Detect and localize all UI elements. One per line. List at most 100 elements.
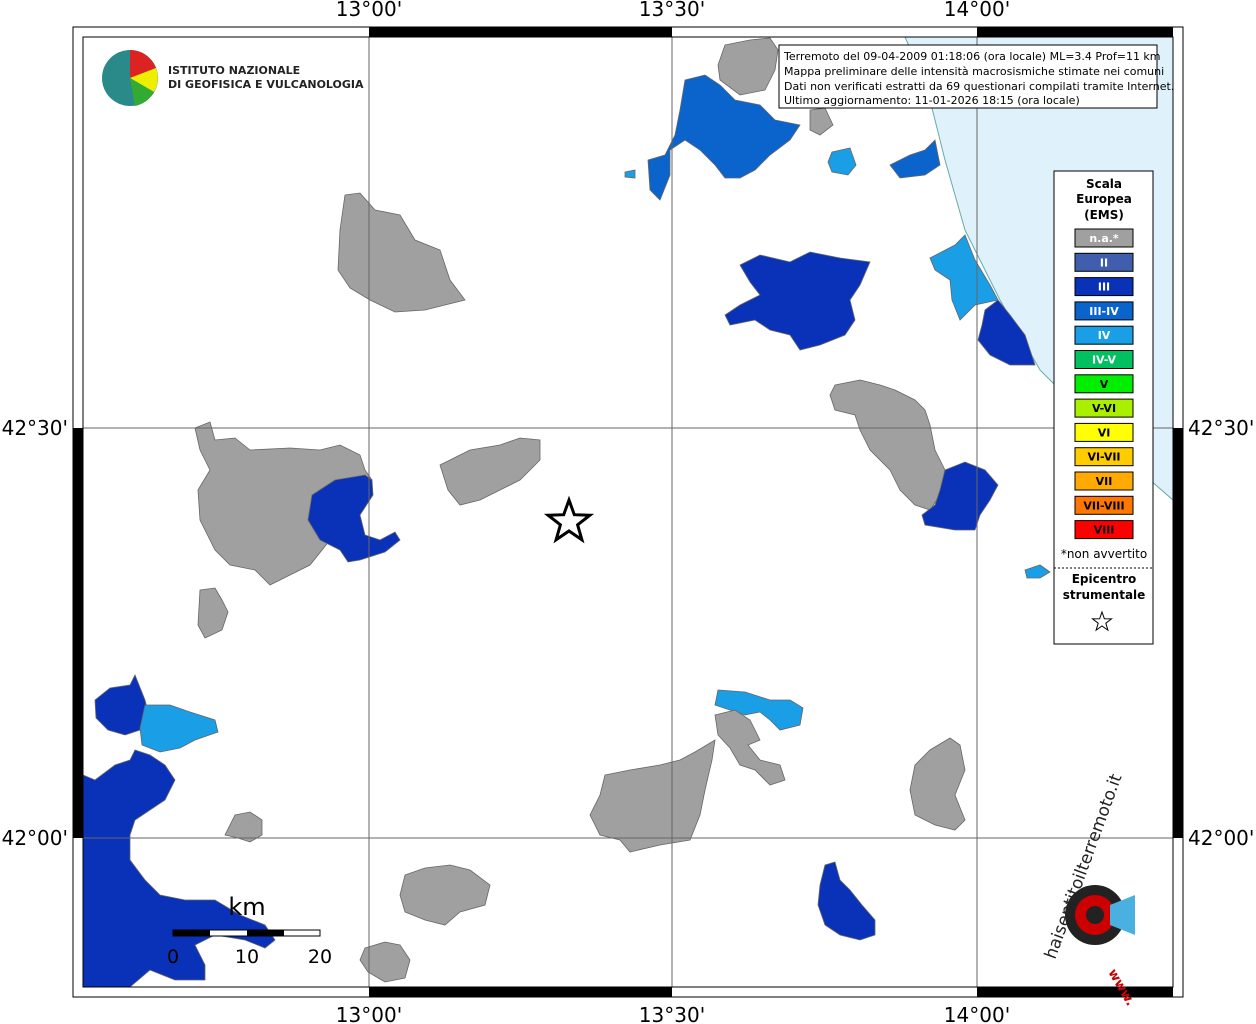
frame-bar (977, 987, 1173, 997)
municipality (724, 251, 871, 351)
lon-label: 14°00' (944, 1003, 1010, 1024)
legend-swatch (1074, 520, 1134, 540)
legend-title: Scala (1086, 177, 1122, 191)
frame-bar (977, 27, 1173, 37)
legend-title: Europea (1076, 192, 1132, 206)
legend-swatch (1074, 277, 1134, 297)
legend-swatch (1074, 350, 1134, 369)
lat-label: 42°30' (1188, 416, 1254, 440)
legend-swatch (1074, 374, 1134, 394)
logo-shape (1110, 895, 1135, 935)
legend-title: (EMS) (1084, 208, 1124, 222)
legend-label: V-VI (1092, 402, 1116, 415)
municipality (889, 139, 941, 179)
legend-label: III-IV (1089, 305, 1119, 318)
scale-segment (247, 930, 284, 936)
scale-label: 0 (167, 946, 179, 968)
legend-swatch (1074, 422, 1134, 442)
frame-bar (1173, 428, 1183, 838)
lon-label: 14°00' (944, 0, 1010, 21)
lon-label: 13°30' (639, 0, 705, 21)
municipality (624, 169, 636, 179)
legend-swatch (1074, 325, 1134, 345)
legend-swatch (1074, 398, 1134, 418)
scale-label: 20 (308, 946, 332, 968)
info-box: Terremoto del 09-04-2009 01:18:06 (ora l… (778, 44, 1174, 109)
scale-segment (173, 930, 210, 936)
lat-label: 42°00' (2, 826, 68, 850)
lon-label: 13°00' (336, 0, 402, 21)
municipality (139, 704, 219, 753)
frame-bar (369, 987, 672, 997)
legend-swatch (1074, 252, 1134, 272)
lon-label: 13°30' (639, 1003, 705, 1024)
logo-text: DI GEOFISICA E VULCANOLOGIA (168, 78, 364, 91)
municipality (717, 37, 779, 96)
legend-label: VIII (1094, 524, 1115, 537)
legend-swatch (1074, 495, 1134, 515)
scale-bar: km 0 10 20 (167, 893, 332, 968)
legend-label: IV (1098, 329, 1111, 342)
legend-swatch (1074, 301, 1134, 321)
ingv-logo: ISTITUTO NAZIONALE DI GEOFISICA E VULCAN… (102, 50, 364, 106)
municipality (929, 234, 999, 321)
legend-label: II (1100, 256, 1108, 269)
legend-label: n.a.* (1089, 232, 1119, 245)
municipality (817, 861, 876, 941)
scale-unit: km (228, 893, 265, 921)
legend-swatch (1074, 228, 1134, 248)
legend-epicenter: Epicentro (1072, 572, 1137, 586)
frame-bar (369, 27, 672, 37)
logo-segment (130, 78, 154, 106)
legend-label: V (1100, 378, 1109, 391)
lat-label: 42°00' (1188, 826, 1254, 850)
municipality (1024, 564, 1051, 579)
info-line: Dati non verificati estratti da 69 quest… (784, 80, 1174, 93)
legend-note: *non avvertito (1061, 547, 1147, 561)
municipality (359, 941, 411, 983)
legend-label: VI (1098, 426, 1111, 439)
legend-label: VI-VII (1087, 451, 1120, 464)
epicenter-star (543, 495, 595, 544)
info-line: Ultimo aggiornamento: 11-01-2026 18:15 (… (784, 94, 1080, 107)
municipality (921, 461, 999, 531)
municipality (399, 864, 491, 926)
lon-label: 13°00' (336, 1003, 402, 1024)
municipalities (82, 37, 1051, 988)
legend: Scala Europea (EMS) *non avvertito Epice… (1053, 170, 1154, 645)
logo-text: ISTITUTO NAZIONALE (168, 64, 300, 77)
municipality (714, 689, 804, 731)
municipality (197, 587, 229, 639)
lat-label: 42°30' (2, 416, 68, 440)
legend-label: VII-VIII (1083, 499, 1124, 512)
municipality (909, 737, 966, 831)
graticule (83, 37, 1173, 987)
municipality (714, 709, 786, 786)
municipality (647, 74, 801, 201)
legend-star (1091, 610, 1113, 632)
municipality (82, 749, 276, 988)
municipality (589, 739, 716, 853)
info-line: Mappa preliminare delle intensità macros… (784, 65, 1164, 78)
logo-segment (130, 50, 156, 78)
municipality (307, 474, 401, 563)
municipality (977, 299, 1036, 366)
municipality (829, 379, 946, 511)
scale-label: 10 (235, 946, 259, 968)
frame-bar (73, 428, 83, 838)
municipality (439, 437, 541, 506)
legend-swatch (1074, 471, 1134, 491)
municipality (337, 192, 466, 313)
legend-label: VII (1096, 475, 1113, 488)
legend-label: III (1098, 281, 1110, 294)
legend-epicenter: strumentale (1063, 588, 1146, 602)
municipality (827, 147, 857, 176)
info-frame (778, 44, 1158, 109)
legend-swatch (1074, 447, 1134, 467)
legend-label: IV-V (1092, 354, 1117, 367)
logo-segment (130, 68, 158, 92)
info-line: Terremoto del 09-04-2009 01:18:06 (ora l… (783, 50, 1161, 63)
frame-bars (73, 27, 1183, 997)
